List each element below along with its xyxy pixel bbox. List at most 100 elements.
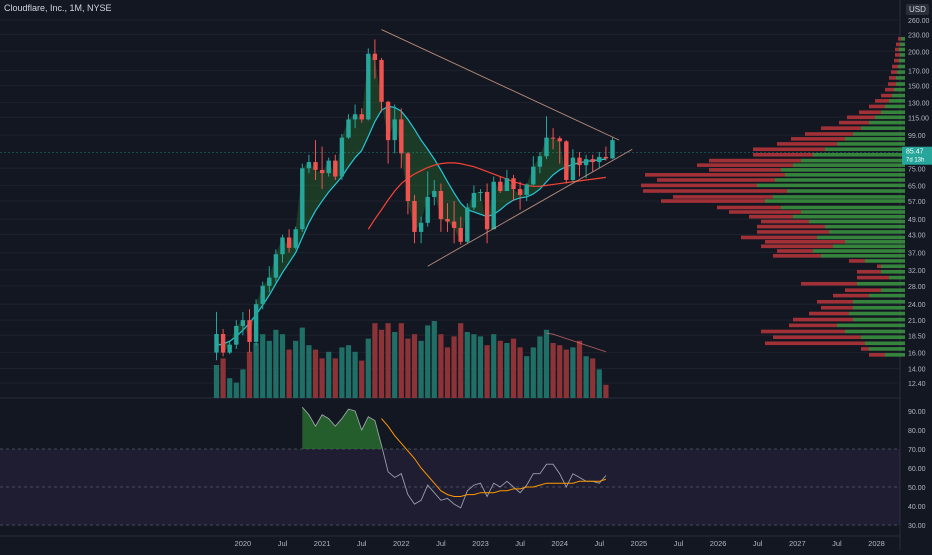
currency-badge[interactable]: USD bbox=[906, 4, 929, 15]
volume-profile-up-bar bbox=[896, 82, 905, 86]
candle-body bbox=[385, 101, 391, 141]
volume-profile-down-bar bbox=[641, 183, 757, 188]
volume-profile-up-bar bbox=[881, 269, 905, 274]
volume-bar bbox=[339, 347, 345, 398]
volume-bar bbox=[510, 338, 517, 398]
candle-body bbox=[405, 153, 411, 202]
candle-body bbox=[372, 53, 378, 60]
candle-body bbox=[326, 160, 331, 174]
candle-body bbox=[458, 227, 463, 242]
candle-body bbox=[498, 181, 503, 192]
volume-profile-up-bar bbox=[900, 53, 905, 57]
volume-profile-down-bar bbox=[753, 152, 813, 157]
volume-profile-up-bar bbox=[869, 120, 905, 125]
volume-profile-up-bar bbox=[821, 254, 905, 258]
last-price-label: 85.47 bbox=[906, 149, 924, 156]
volume-bar bbox=[293, 340, 299, 398]
volume-profile-up-bar bbox=[809, 219, 905, 224]
volume-profile-up-bar bbox=[885, 104, 905, 109]
volume-bar bbox=[603, 384, 609, 398]
volume-profile-down-bar bbox=[761, 329, 845, 334]
volume-bar bbox=[530, 347, 536, 398]
volume-bar bbox=[570, 347, 576, 398]
candle-body bbox=[597, 156, 602, 163]
trendline[interactable] bbox=[427, 148, 633, 267]
volume-profile-up-bar bbox=[785, 173, 905, 177]
volume-profile-down-bar bbox=[821, 305, 853, 310]
price-tick-label: 21.00 bbox=[908, 318, 926, 325]
volume-bar bbox=[444, 347, 451, 398]
price-tick-label: 150.00 bbox=[908, 84, 930, 91]
volume-bar bbox=[484, 345, 490, 398]
candle-body bbox=[451, 221, 457, 228]
price-tick-label: 32.00 bbox=[908, 268, 926, 275]
ma-ribbon bbox=[216, 53, 606, 353]
volume-profile-up-bar bbox=[853, 299, 905, 304]
volume-bar bbox=[504, 343, 510, 398]
candle-body bbox=[412, 201, 417, 232]
volume-profile-up-bar bbox=[894, 87, 905, 92]
price-tick-label: 28.00 bbox=[908, 284, 926, 291]
price-tick-label: 75.00 bbox=[908, 166, 926, 173]
candle-body bbox=[438, 191, 444, 220]
volume-profile-up-bar bbox=[773, 195, 905, 199]
volume-profile-up-bar bbox=[833, 244, 905, 249]
time-tick-label: 2024 bbox=[551, 539, 568, 548]
candle-body bbox=[445, 219, 450, 222]
volume-profile-down-bar bbox=[709, 168, 781, 172]
candle-body bbox=[418, 222, 424, 232]
volume-profile-up-bar bbox=[899, 47, 905, 52]
volume-profile-up-bar bbox=[885, 353, 905, 357]
volume-profile-down-bar bbox=[709, 158, 801, 163]
volume-bar bbox=[596, 369, 602, 398]
time-tick-label: 2025 bbox=[631, 539, 648, 548]
volume-profile-down-bar bbox=[877, 264, 881, 269]
volume-profile-up-bar bbox=[837, 323, 905, 328]
time-tick-label: Jul bbox=[515, 539, 525, 548]
rsi-tick-label: 50.00 bbox=[908, 485, 926, 492]
volume-bar bbox=[385, 323, 391, 398]
volume-profile-up-bar bbox=[793, 163, 905, 167]
time-tick-label: 2026 bbox=[710, 539, 727, 548]
volume-profile-down-bar bbox=[789, 323, 837, 328]
candle-body bbox=[478, 191, 483, 193]
volume-profile-up-bar bbox=[900, 42, 905, 47]
rsi-pane bbox=[0, 406, 900, 526]
price-tick-label: 99.00 bbox=[908, 133, 926, 140]
volume-bar bbox=[306, 345, 312, 398]
volume-profile-down-bar bbox=[757, 224, 825, 229]
volume-profile-up-bar bbox=[829, 230, 905, 234]
volume-profile-down-bar bbox=[869, 104, 885, 109]
rsi-tick-label: 60.00 bbox=[908, 466, 926, 473]
rsi-tick-label: 40.00 bbox=[908, 504, 926, 511]
volume-profile-down-bar bbox=[777, 142, 837, 146]
volume-bar bbox=[273, 329, 279, 398]
volume-profile-up-bar bbox=[765, 199, 905, 203]
volume-bar bbox=[411, 334, 418, 398]
candle-body bbox=[610, 140, 615, 159]
price-tick-label: 16.00 bbox=[908, 351, 926, 358]
volume-bar bbox=[550, 343, 556, 398]
volume-profile bbox=[641, 37, 905, 357]
volume-profile-up-bar bbox=[825, 147, 905, 152]
volume-profile-down-bar bbox=[895, 47, 899, 52]
volume-bar bbox=[240, 369, 246, 398]
rsi-line bbox=[301, 406, 607, 509]
volume-profile-up-bar bbox=[889, 99, 905, 103]
candle-body bbox=[511, 178, 516, 190]
volume-bar bbox=[491, 334, 497, 398]
volume-profile-up-bar bbox=[869, 293, 905, 298]
volume-bar bbox=[286, 349, 292, 398]
volume-bar bbox=[438, 334, 444, 398]
candle-body bbox=[537, 156, 543, 167]
price-tick-label: 200.00 bbox=[908, 49, 930, 56]
trendline[interactable] bbox=[381, 29, 620, 141]
candle-body bbox=[280, 237, 285, 255]
volume-profile-up-bar bbox=[853, 132, 905, 136]
volume-profile-down-bar bbox=[892, 64, 898, 69]
trendlines[interactable] bbox=[0, 29, 900, 267]
volume-bar bbox=[583, 356, 589, 398]
volume-profile-down-bar bbox=[889, 76, 896, 80]
